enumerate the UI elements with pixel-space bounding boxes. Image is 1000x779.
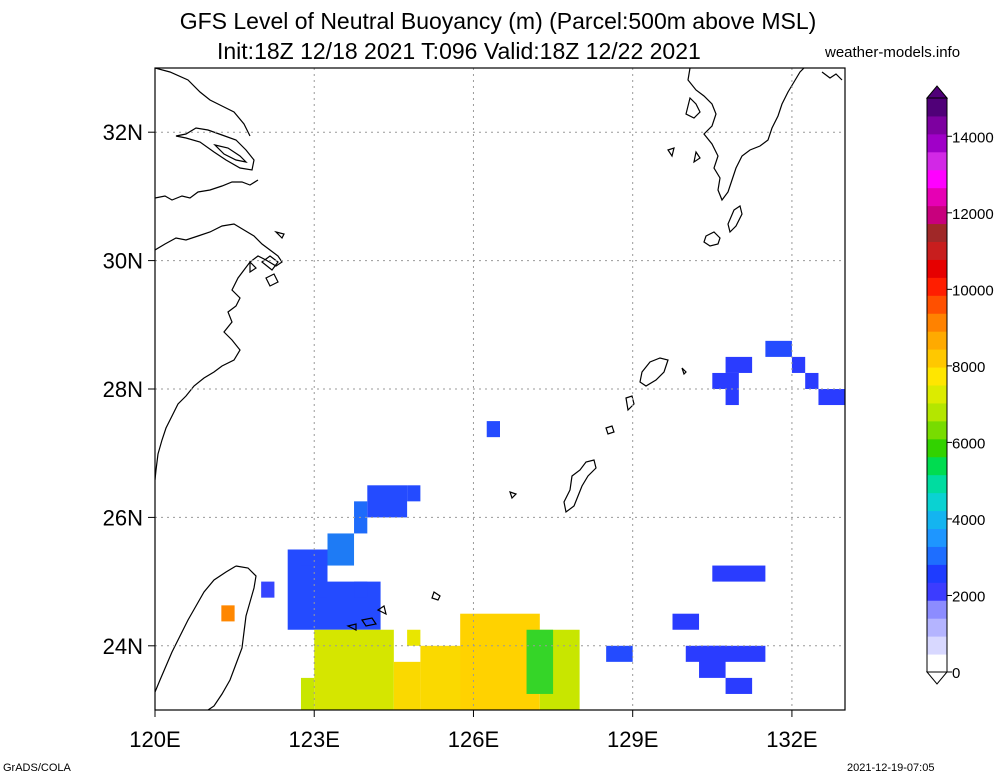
colorbar-swatch: [927, 654, 947, 673]
lon-tick-label: 129E: [607, 727, 658, 752]
lon-tick-label: 132E: [766, 727, 817, 752]
colorbar-label: 14000: [952, 129, 994, 146]
colorbar-label: 6000: [952, 435, 985, 452]
colorbar-swatch: [927, 151, 947, 171]
lat-tick-label: 32N: [103, 120, 143, 145]
colorbar-swatch: [927, 223, 947, 242]
coastlines: [155, 68, 843, 710]
colorbar-swatch: [927, 402, 947, 422]
field-cell: [725, 389, 739, 406]
chart-subtitle: Init:18Z 12/18 2021 T:096 Valid:18Z 12/2…: [217, 38, 701, 64]
colorbar-label: 12000: [952, 206, 994, 223]
colorbar-swatch: [927, 385, 947, 404]
colorbar-swatch: [927, 259, 947, 278]
field-cell: [712, 372, 739, 389]
field-cell: [725, 356, 753, 373]
lon-tick-label: 123E: [289, 727, 340, 752]
colorbar-swatch: [927, 600, 947, 619]
colorbar-swatch: [927, 546, 947, 565]
field-cell: [221, 605, 235, 622]
field-cell: [805, 372, 819, 389]
field-cell: [699, 645, 726, 678]
field-cell: [261, 581, 275, 598]
colorbar-swatch: [927, 456, 947, 476]
colorbar-swatch: [927, 331, 947, 350]
colorbar-swatch: [927, 474, 947, 494]
field-cell: [327, 533, 355, 566]
colorbar-swatch: [927, 528, 947, 547]
colorbar-frame: [926, 97, 948, 673]
colorbar-swatch: [927, 98, 947, 117]
japan-coastline: [667, 68, 843, 247]
colorbar-swatch: [927, 187, 947, 207]
colorbar-swatch: [927, 510, 947, 529]
longitude-axis: 120E 123E 126E 129E 132E: [129, 710, 818, 752]
field-cell: [791, 356, 806, 373]
colorbar-swatch: [927, 295, 947, 314]
colorbar-swatch: [927, 618, 947, 637]
lon-tick-label: 120E: [129, 727, 180, 752]
buoyancy-field: [221, 340, 845, 710]
field-cell: [300, 677, 315, 710]
field-cell: [314, 565, 328, 598]
field-cell: [526, 629, 554, 694]
colorbar-label: 0: [952, 665, 960, 682]
field-cell: [765, 340, 792, 357]
colorbar-swatch: [927, 636, 947, 655]
lon-tick-label: 126E: [448, 727, 499, 752]
lat-tick-label: 24N: [103, 634, 143, 659]
zhoushan-islands: [249, 230, 285, 287]
colorbar-swatch: [927, 420, 947, 440]
colorbar-swatch: [927, 438, 947, 458]
field-cell: [486, 421, 500, 438]
colorbar-label: 8000: [952, 359, 985, 376]
field-cell: [407, 629, 421, 646]
colorbar-swatch: [927, 115, 947, 135]
lat-tick-label: 26N: [103, 505, 143, 530]
lat-tick-label: 28N: [103, 377, 143, 402]
colorbar-swatch: [927, 349, 947, 368]
colorbar-label: 10000: [952, 282, 994, 299]
field-cell: [407, 485, 421, 502]
field-cell: [725, 677, 753, 694]
colorbar-swatch: [927, 169, 947, 189]
colorbar: 0 2000 4000 6000 8000 10000 12000 14000: [925, 85, 994, 685]
colorbar-swatch: [927, 564, 947, 583]
site-credit: weather-models.info: [825, 44, 961, 61]
colorbar-label: 2000: [952, 588, 985, 605]
colorbar-swatch: [927, 205, 947, 225]
colorbar-swatch: [927, 241, 947, 260]
colorbar-swatch: [927, 133, 947, 153]
colorbar-swatch: [927, 582, 947, 601]
colorbar-swatch: [927, 367, 947, 386]
field-cell: [818, 389, 845, 406]
china-coastline: [155, 68, 283, 481]
lat-tick-label: 30N: [103, 249, 143, 274]
field-cell: [393, 661, 421, 710]
colorbar-label: 4000: [952, 512, 985, 529]
latitude-axis: 24N 26N 28N 30N 32N: [103, 120, 155, 659]
generated-timestamp: 2021-12-19-07:05: [847, 762, 935, 774]
field-cell: [672, 613, 700, 630]
software-credit: GrADS/COLA: [3, 762, 71, 774]
colorbar-min-arrow: [925, 671, 949, 685]
field-cell: [712, 565, 766, 582]
field-cell: [354, 581, 368, 598]
colorbar-max-arrow: [925, 85, 949, 99]
taiwan-coastline: [155, 565, 257, 710]
chart-title: GFS Level of Neutral Buoyancy (m) (Parce…: [179, 8, 817, 34]
colorbar-swatch: [927, 492, 947, 512]
graticule: [155, 68, 845, 710]
field-cell: [606, 645, 633, 662]
colorbar-swatch: [927, 277, 947, 296]
ryukyu-islands: [346, 357, 687, 631]
colorbar-swatch: [927, 313, 947, 332]
field-cell: [300, 565, 315, 582]
field-cell: [314, 629, 394, 710]
field-cell: [367, 485, 408, 518]
